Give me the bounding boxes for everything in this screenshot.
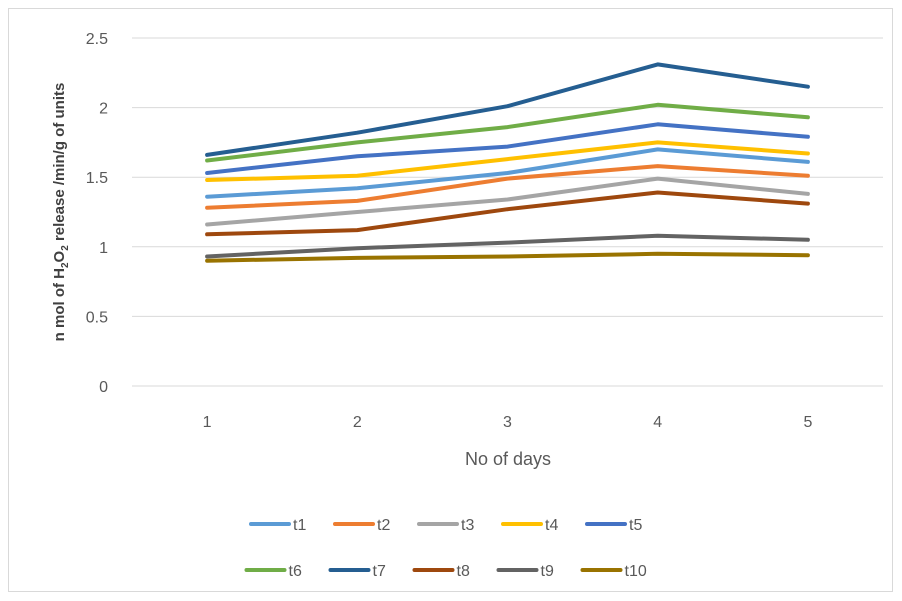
series-line-t3 xyxy=(205,176,810,227)
y-axis-title-subscript-2: 2 xyxy=(60,245,71,251)
y-tick-label: 2.5 xyxy=(86,31,108,48)
series-line-t7 xyxy=(205,62,810,157)
series-line-t10 xyxy=(205,251,810,263)
series-line-t8 xyxy=(205,190,810,237)
y-tick-label: 2 xyxy=(99,101,108,118)
legend-item-t8: t8 xyxy=(412,563,470,580)
legend-item-t1: t1 xyxy=(249,517,306,534)
y-axis-title-part-1: n mol of H xyxy=(51,268,68,341)
y-tick-label: 1 xyxy=(99,240,108,257)
legend-label: t8 xyxy=(457,563,470,580)
legend: t1 t2 t3 t4 t5 t6 t7 t8 t9 t10 xyxy=(244,517,647,580)
legend-item-t7: t7 xyxy=(328,563,386,580)
series-line-t9 xyxy=(205,233,810,259)
legend-label: t2 xyxy=(377,517,390,534)
series-line-t6 xyxy=(205,102,810,163)
series-lines xyxy=(205,62,810,263)
y-axis-title-part-2: O xyxy=(51,250,68,262)
x-axis-title: No of days xyxy=(465,449,551,469)
legend-label: t7 xyxy=(373,563,386,580)
series-line-t2 xyxy=(205,164,810,210)
legend-label: t6 xyxy=(289,563,302,580)
legend-item-t10: t10 xyxy=(580,563,647,580)
x-tick-label: 4 xyxy=(653,414,662,431)
x-tick-label: 5 xyxy=(803,414,812,431)
legend-item-t5: t5 xyxy=(585,517,642,534)
series-line-t1 xyxy=(205,147,810,199)
y-axis-title-subscript-1: 2 xyxy=(60,262,71,268)
x-tick-labels: 1 2 3 4 5 xyxy=(203,414,813,431)
series-line-t5 xyxy=(205,122,810,175)
x-tick-label: 3 xyxy=(503,414,512,431)
legend-label: t9 xyxy=(541,563,554,580)
y-tick-label: 0.5 xyxy=(86,309,108,326)
chart-area xyxy=(8,8,893,592)
x-tick-label: 2 xyxy=(353,414,362,431)
y-tick-labels: 0 0.5 1 1.5 2 2.5 xyxy=(86,31,108,396)
legend-label: t10 xyxy=(625,563,647,580)
legend-label: t4 xyxy=(545,517,558,534)
x-tick-label: 1 xyxy=(203,414,212,431)
legend-item-t3: t3 xyxy=(417,517,474,534)
legend-item-t4: t4 xyxy=(501,517,558,534)
y-axis-title: n mol of H2O2 release /min/g of units xyxy=(51,83,71,342)
legend-item-t9: t9 xyxy=(496,563,554,580)
series-line-t4 xyxy=(205,140,810,182)
y-tick-label: 0 xyxy=(99,379,108,396)
legend-label: t3 xyxy=(461,517,474,534)
legend-label: t5 xyxy=(629,517,642,534)
y-tick-label: 1.5 xyxy=(86,170,108,187)
gridlines xyxy=(132,37,883,387)
legend-item-t2: t2 xyxy=(333,517,390,534)
y-axis-title-part-3: release /min/g of units xyxy=(51,83,68,246)
legend-label: t1 xyxy=(293,517,306,534)
legend-item-t6: t6 xyxy=(244,563,302,580)
